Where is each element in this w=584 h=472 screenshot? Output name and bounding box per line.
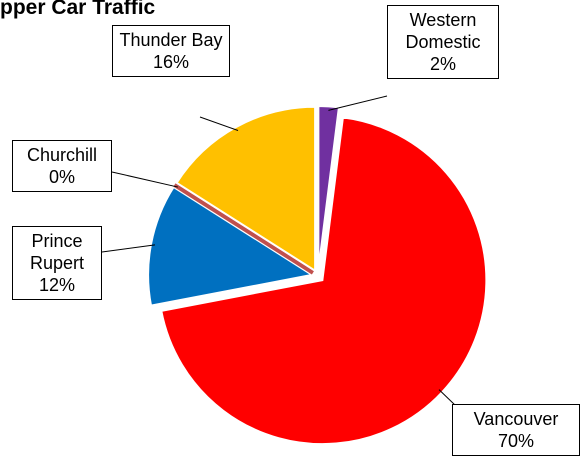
- data-label: Churchill 0%: [12, 140, 112, 192]
- label-value: 12%: [38, 275, 76, 295]
- label-value: 70%: [497, 431, 535, 451]
- label-name: Thunder Bay: [119, 30, 223, 50]
- data-label: Thunder Bay 16%: [112, 25, 230, 77]
- label-value: 0%: [48, 167, 75, 187]
- data-label: Western Domestic 2%: [387, 5, 499, 79]
- label-name: Western Domestic: [405, 10, 481, 52]
- label-name: Churchill: [26, 145, 98, 165]
- data-label: Vancouver 70%: [452, 404, 580, 456]
- leader-line: [438, 389, 457, 407]
- label-name: Vancouver: [473, 409, 559, 429]
- leader-line: [111, 171, 178, 188]
- label-value: 2%: [429, 54, 456, 74]
- label-name: Prince Rupert: [29, 231, 85, 273]
- label-value: 16%: [152, 52, 190, 72]
- pie-slice: [147, 185, 315, 307]
- leader-line: [101, 244, 156, 253]
- leader-line: [199, 116, 239, 132]
- pie-slice: [173, 183, 315, 275]
- leader-line: [328, 95, 388, 111]
- data-label: Prince Rupert 12%: [12, 226, 102, 300]
- pie-slice: [175, 105, 317, 273]
- chart-title: pper Car Traffic: [0, 0, 156, 19]
